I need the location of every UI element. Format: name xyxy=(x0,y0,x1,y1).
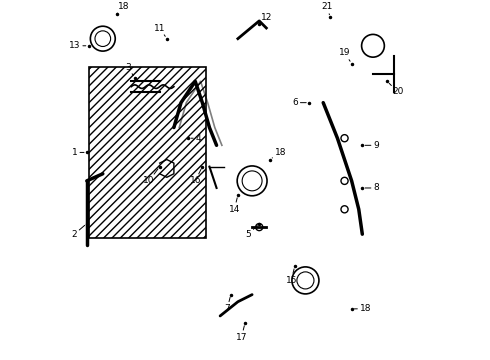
Text: 18: 18 xyxy=(117,2,130,14)
Text: 11: 11 xyxy=(154,23,166,36)
Text: 15: 15 xyxy=(286,269,297,285)
Text: 4: 4 xyxy=(191,134,201,143)
Text: 17: 17 xyxy=(236,326,247,342)
Text: 8: 8 xyxy=(365,184,379,193)
Text: 13: 13 xyxy=(69,41,86,50)
Text: 3: 3 xyxy=(125,63,133,76)
Text: 16: 16 xyxy=(190,169,201,185)
Text: 14: 14 xyxy=(229,198,240,214)
Text: 10: 10 xyxy=(143,169,158,185)
Text: 5: 5 xyxy=(245,225,257,239)
Text: 18: 18 xyxy=(354,304,371,313)
Text: 2: 2 xyxy=(72,225,85,239)
Text: 9: 9 xyxy=(365,141,379,150)
Text: 20: 20 xyxy=(389,83,404,96)
Bar xyxy=(89,67,206,238)
Text: 6: 6 xyxy=(292,98,306,107)
Text: 19: 19 xyxy=(339,48,350,61)
Text: 1: 1 xyxy=(72,148,84,157)
Text: 7: 7 xyxy=(224,297,230,313)
Text: 21: 21 xyxy=(321,2,332,15)
Text: 12: 12 xyxy=(259,13,272,24)
Text: 18: 18 xyxy=(272,148,286,158)
